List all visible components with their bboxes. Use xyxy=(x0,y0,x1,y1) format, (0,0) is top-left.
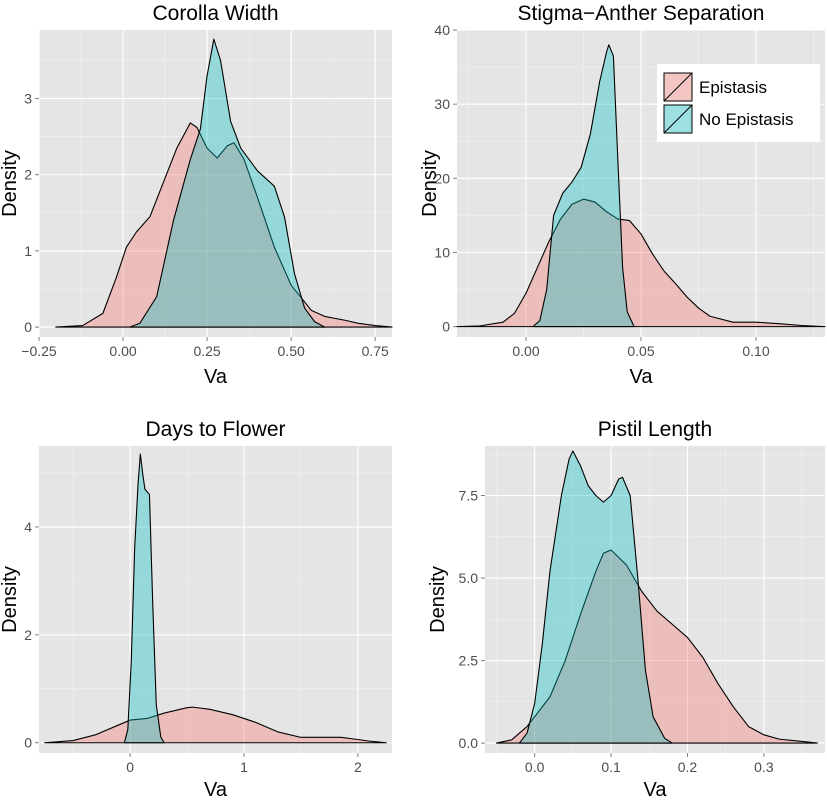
y-tick-label: 3 xyxy=(24,91,32,107)
y-axis-title: Density xyxy=(0,150,21,217)
density-epistasis xyxy=(456,198,826,328)
x-tick-label: 1 xyxy=(240,759,248,775)
y-axis-title: Density xyxy=(427,566,449,633)
x-tick-label: 0.25 xyxy=(193,343,220,359)
y-axis-title: Density xyxy=(0,566,21,633)
y-tick-label: 2 xyxy=(24,167,32,183)
x-axis-title: Va xyxy=(630,366,654,388)
density-epistasis xyxy=(495,549,818,744)
y-tick-label: 30 xyxy=(434,96,450,112)
x-tick-label: 0.10 xyxy=(742,343,769,359)
panel-title: Days to Flower xyxy=(145,418,285,441)
x-tick-label: 0.2 xyxy=(678,759,698,775)
x-tick-label: 0.75 xyxy=(362,343,389,359)
y-tick-label: 20 xyxy=(434,170,450,186)
x-tick-label: 0.50 xyxy=(278,343,305,359)
x-tick-label: −0.25 xyxy=(21,343,57,359)
x-axis-title: Va xyxy=(644,779,668,800)
panel-title: Corolla Width xyxy=(152,2,278,25)
density-no-epistasis xyxy=(532,44,635,328)
y-tick-label: 5.0 xyxy=(459,570,479,586)
density-epistasis xyxy=(55,122,393,328)
panel-background xyxy=(39,446,392,753)
legend-label: Epistasis xyxy=(699,78,767,97)
x-tick-label: 0.05 xyxy=(627,343,654,359)
legend-key-diagonal xyxy=(663,72,693,102)
panel-pistil-length: 0.0 0.1 0.2 0.3 0.0 2.5 5.0 7.5 Pistil Length Va D… xyxy=(427,418,825,800)
y-tick-label: 7.5 xyxy=(459,488,479,504)
density-no-epistasis xyxy=(518,450,673,744)
x-tick-label: 0.00 xyxy=(512,343,539,359)
y-tick-label: 0 xyxy=(24,735,32,751)
panel-title: Stigma−Anther Separation xyxy=(518,2,765,25)
density-epistasis xyxy=(44,706,387,744)
legend: Epistasis No Epistasis xyxy=(657,64,820,142)
legend-label: No Epistasis xyxy=(699,110,793,129)
density-no-epistasis xyxy=(123,453,165,744)
y-tick-label: 10 xyxy=(434,244,450,260)
x-tick-label: 0.00 xyxy=(109,343,136,359)
y-tick-label: 0.0 xyxy=(459,735,479,751)
y-tick-label: 2 xyxy=(24,627,32,643)
x-tick-label: 0.3 xyxy=(754,759,774,775)
density-no-epistasis xyxy=(129,38,326,328)
panel-days-to-flower: 0 1 2 0 2 4 Days to Flower Va Density xyxy=(0,418,392,800)
x-tick-label: 2 xyxy=(354,759,362,775)
y-tick-label: 2.5 xyxy=(459,653,479,669)
legend-key-diagonal xyxy=(663,104,693,134)
y-tick-label: 4 xyxy=(24,519,32,535)
y-tick-label: 0 xyxy=(442,319,450,335)
x-tick-label: 0.0 xyxy=(525,759,545,775)
panel-corolla-width: −0.25 0.00 0.25 0.50 0.75 0 1 2 3 Corolla Width Va… xyxy=(0,2,393,388)
x-tick-label: 0 xyxy=(126,759,134,775)
y-tick-label: 1 xyxy=(24,243,32,259)
panel-title: Pistil Length xyxy=(598,418,712,441)
x-axis-title: Va xyxy=(204,366,228,388)
y-axis-title: Density xyxy=(419,150,441,217)
panel-stigma-anther-separation: 0.00 0.05 0.10 0 10 20 30 40 Stigma−Anther Separ… xyxy=(419,2,826,388)
x-tick-label: 0.1 xyxy=(601,759,621,775)
y-tick-label: 0 xyxy=(24,319,32,335)
x-axis-title: Va xyxy=(204,779,228,800)
y-tick-label: 40 xyxy=(434,22,450,38)
